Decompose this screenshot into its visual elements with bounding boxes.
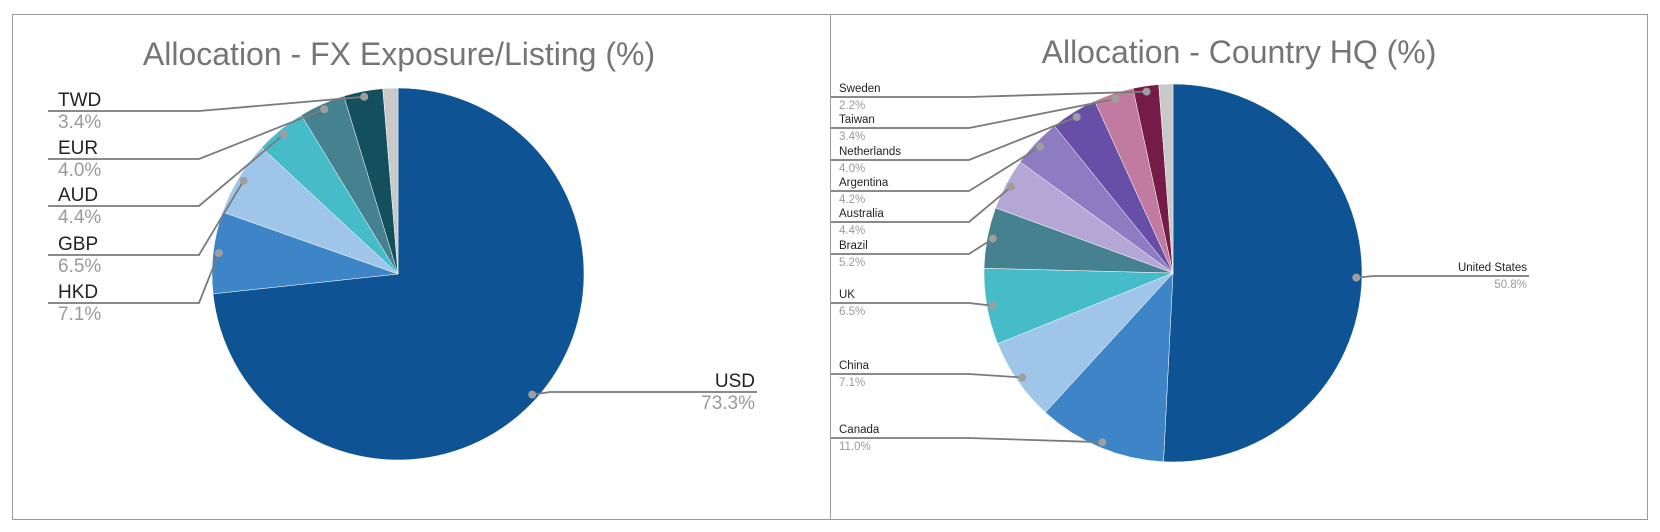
leader-dot-gbp (239, 176, 248, 185)
leader-dot-aud (279, 130, 288, 139)
leader-line-argentina (831, 145, 1041, 192)
pie-labels: United States 50.8% Canada 11.0% China 7.1% UK… (831, 83, 1529, 453)
pie-slice-other (382, 87, 399, 275)
leader-line-usd (532, 391, 757, 396)
chart-title: Allocation - FX Exposure/Listing (%) (143, 36, 655, 72)
slice-value-aud: 4.4% (58, 207, 101, 228)
leader-line-uk (831, 302, 993, 307)
leader-dot-united-states (1352, 273, 1361, 282)
slice-value-twd: 3.4% (58, 112, 101, 133)
leader-dot-argentina (1036, 142, 1045, 151)
slice-label-uk: UK (839, 289, 855, 301)
slice-label-brazil: Brazil (839, 240, 868, 252)
slice-value-brazil: 5.2% (839, 257, 865, 269)
leader-dot-netherlands (1072, 113, 1081, 121)
leader-line-brazil (831, 237, 994, 255)
leader-line-china (831, 373, 1023, 379)
leader-line-twd (48, 95, 365, 112)
leader-dot-usd (528, 390, 537, 399)
slice-value-gbp: 6.5% (58, 256, 101, 277)
leader-dot-canada (1098, 438, 1107, 447)
slice-label-sweden: Sweden (839, 83, 881, 95)
slice-label-china: China (839, 360, 870, 372)
slice-value-australia: 4.4% (839, 225, 865, 237)
pie-slices (983, 83, 1363, 463)
slice-label-netherlands: Netherlands (839, 146, 901, 158)
leader-line-gbp (48, 180, 245, 256)
slice-value-united-states: 50.8% (1494, 279, 1527, 291)
slice-value-argentina: 4.2% (839, 194, 865, 206)
pie-slice-usd (212, 87, 585, 461)
leader-line-australia (831, 186, 1012, 223)
pie-slice-other (1158, 83, 1174, 274)
slice-label-canada: Canada (839, 424, 880, 436)
pie-slices (211, 87, 585, 461)
pie-slice-united-states (1163, 83, 1363, 463)
slice-label-usd: USD (715, 371, 755, 392)
slice-label-twd: TWD (58, 90, 101, 111)
slice-label-taiwan: Taiwan (839, 114, 875, 126)
slice-value-china: 7.1% (839, 377, 865, 389)
slice-value-sweden: 2.2% (839, 100, 865, 112)
slice-label-gbp: GBP (58, 234, 98, 255)
leader-line-aud (48, 133, 285, 207)
slice-value-eur: 4.0% (58, 160, 101, 181)
country-hq-pie-chart: Allocation - Country HQ (%) United State… (831, 34, 1529, 463)
leader-line-sweden (831, 90, 1147, 98)
leader-dot-twd (360, 92, 369, 101)
leader-line-canada (831, 437, 1103, 444)
leader-dot-uk (988, 301, 997, 310)
leader-line-taiwan (831, 98, 1116, 129)
leader-line-netherlands (831, 116, 1078, 161)
slice-label-argentina: Argentina (839, 177, 889, 189)
slice-value-taiwan: 3.4% (839, 131, 865, 143)
chart-title: Allocation - Country HQ (%) (1042, 34, 1437, 70)
leader-dot-australia (1007, 182, 1016, 191)
slice-label-aud: AUD (58, 185, 98, 206)
slice-label-united-states: United States (1458, 262, 1527, 274)
slice-value-uk: 6.5% (839, 306, 865, 318)
slice-label-eur: EUR (58, 138, 98, 159)
leader-line-eur (48, 108, 325, 160)
slice-label-hkd: HKD (58, 282, 98, 303)
slice-value-netherlands: 4.0% (839, 163, 865, 175)
pie-slice-canada (1045, 272, 1174, 463)
slice-value-canada: 11.0% (839, 441, 871, 453)
leader-line-united-states (1356, 275, 1529, 279)
leader-dot-brazil (988, 234, 997, 243)
slice-value-hkd: 7.1% (58, 304, 101, 325)
fx-exposure-pie-chart: Allocation - FX Exposure/Listing (%) USD… (48, 36, 757, 461)
leader-dot-sweden (1142, 87, 1151, 96)
country-hq-chart-panel: Allocation - Country HQ (%) United State… (830, 14, 1648, 520)
slice-label-australia: Australia (839, 208, 884, 220)
leader-dot-eur (320, 105, 329, 114)
leader-dot-china (1018, 373, 1027, 382)
slice-value-usd: 73.3% (701, 393, 755, 414)
leader-dot-hkd (214, 249, 223, 258)
leader-line-hkd (48, 252, 220, 304)
leader-dot-taiwan (1111, 95, 1120, 103)
fx-exposure-chart-panel: Allocation - FX Exposure/Listing (%) USD… (12, 14, 831, 520)
